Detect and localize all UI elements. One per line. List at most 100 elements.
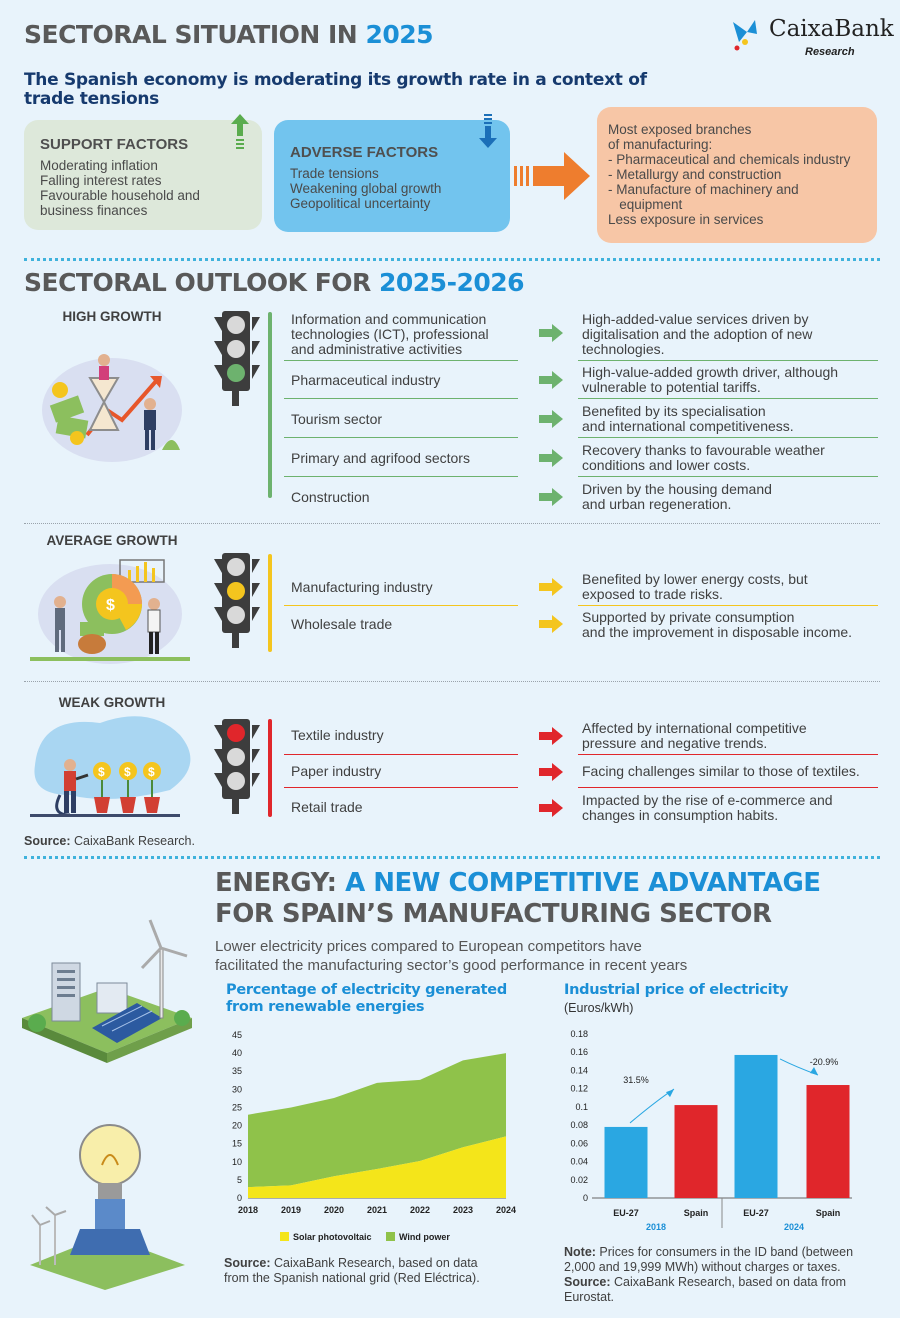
outlook-source: Source: CaixaBank Research. <box>24 834 195 848</box>
x-tick-label: EU-27 <box>613 1208 639 1218</box>
svg-text:$: $ <box>106 597 115 614</box>
up-arrow-icon <box>231 114 249 149</box>
x-tick-label: 2018 <box>238 1205 258 1215</box>
adverse-title: ADVERSE FACTORS <box>290 144 439 161</box>
svg-text:$: $ <box>98 765 105 779</box>
x-tick-label: Spain <box>684 1208 709 1218</box>
y-tick-label: 40 <box>232 1048 242 1058</box>
logo-sub: Research <box>805 46 855 58</box>
row-separator <box>284 476 518 477</box>
y-tick-label: 15 <box>232 1139 242 1149</box>
y-tick-label: 0.02 <box>570 1175 588 1185</box>
price-bar <box>806 1085 850 1198</box>
down-arrow-icon <box>479 114 497 148</box>
y-tick-label: 0.1 <box>575 1102 588 1112</box>
green-arrow-icon <box>539 410 563 428</box>
sector-wholesale: Wholesale trade <box>291 616 393 632</box>
green-arrow-icon <box>539 371 563 389</box>
solar-photovoltaic-area <box>248 1136 506 1198</box>
row-separator <box>284 605 518 606</box>
annotation-arrowhead <box>666 1089 674 1098</box>
svg-text:$: $ <box>124 765 131 779</box>
x-tick-label: 2023 <box>453 1205 473 1215</box>
red-arrow-icon <box>539 763 563 781</box>
high-growth-bar <box>268 312 272 498</box>
desc-construction: Driven by the housing demand and urban r… <box>582 481 772 512</box>
row-separator <box>284 754 518 755</box>
price-bar <box>604 1126 648 1198</box>
energy-intro: Lower electricity prices compared to Eur… <box>215 938 688 974</box>
red-arrow-icon <box>539 799 563 817</box>
renewables-area-chart: 0 5 10 15 20 25 30 35 40 45 2018 2019 2020 2021 2022 20… <box>232 1030 516 1242</box>
right-chart-note: Note: Prices for consumers in the ID ban… <box>564 1245 854 1304</box>
y-tick-label: 0.04 <box>570 1157 588 1167</box>
legend-label-solar: Solar photovoltaic <box>293 1232 372 1242</box>
average-growth-bar <box>268 554 272 652</box>
high-growth-label: HIGH GROWTH <box>62 309 162 324</box>
legend-swatch-wind <box>386 1232 395 1241</box>
wind-power-area <box>248 1053 506 1188</box>
desc-retail: Impacted by the rise of e-commerce and c… <box>582 792 833 823</box>
yellow-arrow-icon <box>539 578 563 596</box>
desc-wholesale: Supported by private consumption and the… <box>582 609 853 640</box>
desc-primary-agrifood: Recovery thanks to favourable weather co… <box>582 442 825 473</box>
sector-textile: Textile industry <box>291 727 384 743</box>
row-separator <box>284 787 518 788</box>
legend-swatch-solar <box>280 1232 289 1241</box>
annotation-label: 31.5% <box>623 1075 649 1085</box>
star-icon <box>733 20 757 51</box>
support-title: SUPPORT FACTORS <box>40 136 189 153</box>
svg-text:$: $ <box>148 765 155 779</box>
weak-growth-label: WEAK GROWTH <box>58 695 166 710</box>
average-growth-illustration: $ <box>30 559 190 664</box>
price-bar <box>674 1105 718 1198</box>
red-arrow-icon <box>539 727 563 745</box>
y-tick-label: 0.18 <box>570 1029 588 1039</box>
desc-pharmaceutical: High-value-added growth driver, although… <box>582 364 839 395</box>
x-tick-label: 2022 <box>410 1205 430 1215</box>
y-tick-label: 45 <box>232 1030 242 1040</box>
exposed-branches-box: Most exposed branches of manufacturing: … <box>597 107 877 243</box>
page-title: SECTORAL SITUATION IN 2025 <box>24 20 434 49</box>
desc-manufacturing: Benefited by lower energy costs, but exp… <box>582 571 808 602</box>
support-factors-box: SUPPORT FACTORS Moderating inflation Fal… <box>24 114 262 230</box>
y-tick-label: 25 <box>232 1102 242 1112</box>
row-separator <box>578 754 878 755</box>
annotation-arrowhead <box>810 1067 818 1076</box>
y-tick-label: 0.14 <box>570 1065 588 1075</box>
divider <box>24 258 880 261</box>
caixabank-logo: CaixaBank Research <box>725 14 894 62</box>
x-tick-label: EU-27 <box>743 1208 769 1218</box>
sector-paper: Paper industry <box>291 763 382 779</box>
average-growth-label: AVERAGE GROWTH <box>46 533 178 548</box>
row-separator <box>578 605 878 606</box>
traffic-light-red-icon <box>214 719 260 814</box>
y-tick-label: 0.06 <box>570 1138 588 1148</box>
legend-label-wind: Wind power <box>399 1232 450 1242</box>
sector-tourism: Tourism sector <box>291 411 383 427</box>
section-divider <box>24 681 880 682</box>
page-title-main: SECTORAL SITUATION IN <box>24 20 358 49</box>
desc-tourism: Benefited by its specialisation and inte… <box>582 403 794 434</box>
energy-title: ENERGY: A NEW COMPETITIVE ADVANTAGE FOR … <box>215 868 821 929</box>
x-tick-label: Spain <box>816 1208 841 1218</box>
logo-name: CaixaBank <box>769 16 894 42</box>
orange-arrow-icon <box>514 152 590 200</box>
x-tick-label: 2019 <box>281 1205 301 1215</box>
y-tick-label: 5 <box>237 1175 242 1185</box>
x-tick-label: 2020 <box>324 1205 344 1215</box>
desc-textile: Affected by international competitive pr… <box>582 720 807 751</box>
green-arrow-icon <box>539 488 563 506</box>
traffic-light-amber-icon <box>214 553 260 648</box>
x-tick-label: 2021 <box>367 1205 387 1215</box>
desc-paper: Facing challenges similar to those of te… <box>582 763 860 779</box>
sector-construction: Construction <box>291 489 370 505</box>
divider <box>24 856 880 859</box>
right-chart-title: Industrial price of electricity <box>564 982 789 998</box>
city-solar-illustration <box>22 919 192 1063</box>
price-bar <box>734 1054 778 1198</box>
sector-manufacturing: Manufacturing industry <box>291 579 433 595</box>
weak-growth-bar <box>268 719 272 817</box>
annotation-arrow <box>629 1088 675 1124</box>
y-tick-label: 20 <box>232 1121 242 1131</box>
